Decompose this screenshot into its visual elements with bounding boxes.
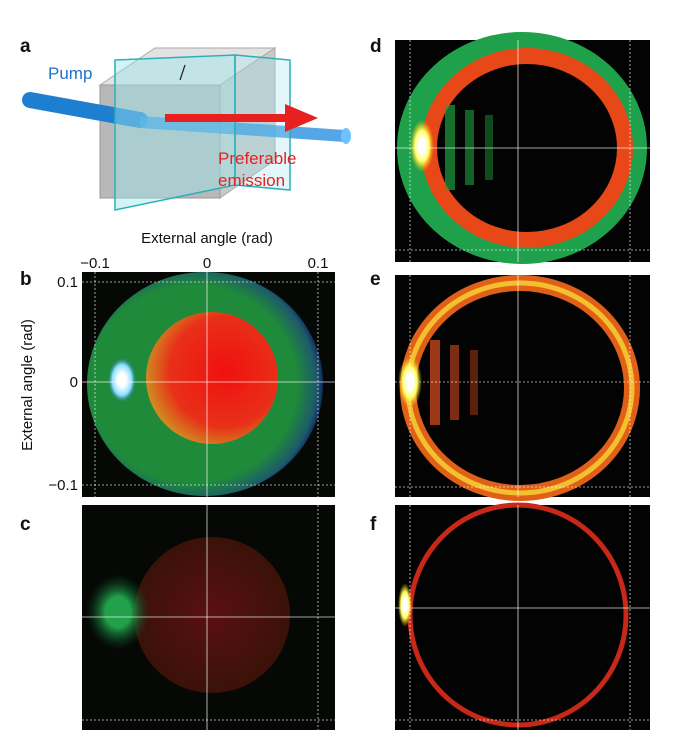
image-shape [395,505,650,730]
image-shape [22,92,148,128]
x-axis-label: External angle (rad) [141,230,273,247]
pump-label: Pump [48,64,92,83]
image-shape [86,574,150,650]
y-tick-label: −0.1 [48,477,78,494]
y-axis-label: External angle (rad) [19,319,36,451]
image-b [82,272,335,497]
image-shape [341,128,351,144]
image-shape [445,105,455,190]
x-tick-label: 0.1 [308,255,329,272]
image-shape [285,104,318,132]
image-e [395,275,650,501]
image-shape [134,537,290,693]
emission-label: emission [218,171,285,190]
image-c [82,505,335,730]
crystal-diagram [22,47,351,211]
image-shape [410,120,434,172]
image-shape [146,312,278,444]
image-shape [485,115,493,180]
image-d [395,32,650,264]
image-f [395,502,650,730]
image-shape [139,116,346,142]
panel-label: e [370,269,381,290]
image-shape [398,583,412,627]
image-shape [108,358,136,402]
image-shape [430,340,440,425]
panel-label: a [20,36,31,57]
panel-label: d [370,36,382,57]
panel-label: b [20,269,32,290]
image-shape [234,54,291,191]
image-shape [470,350,478,415]
image-shape [398,356,422,408]
y-tick-label: 0 [70,374,78,391]
grid-line [179,64,186,81]
emission-label: Preferable [218,149,296,168]
y-tick-label: 0.1 [57,274,78,291]
panel-label: c [20,514,31,535]
image-shape [450,345,459,420]
image-shape [465,110,474,185]
x-tick-label: 0 [203,255,211,272]
image-shape [114,54,236,211]
panel-label: f [370,514,377,535]
x-tick-label: −0.1 [80,255,110,272]
